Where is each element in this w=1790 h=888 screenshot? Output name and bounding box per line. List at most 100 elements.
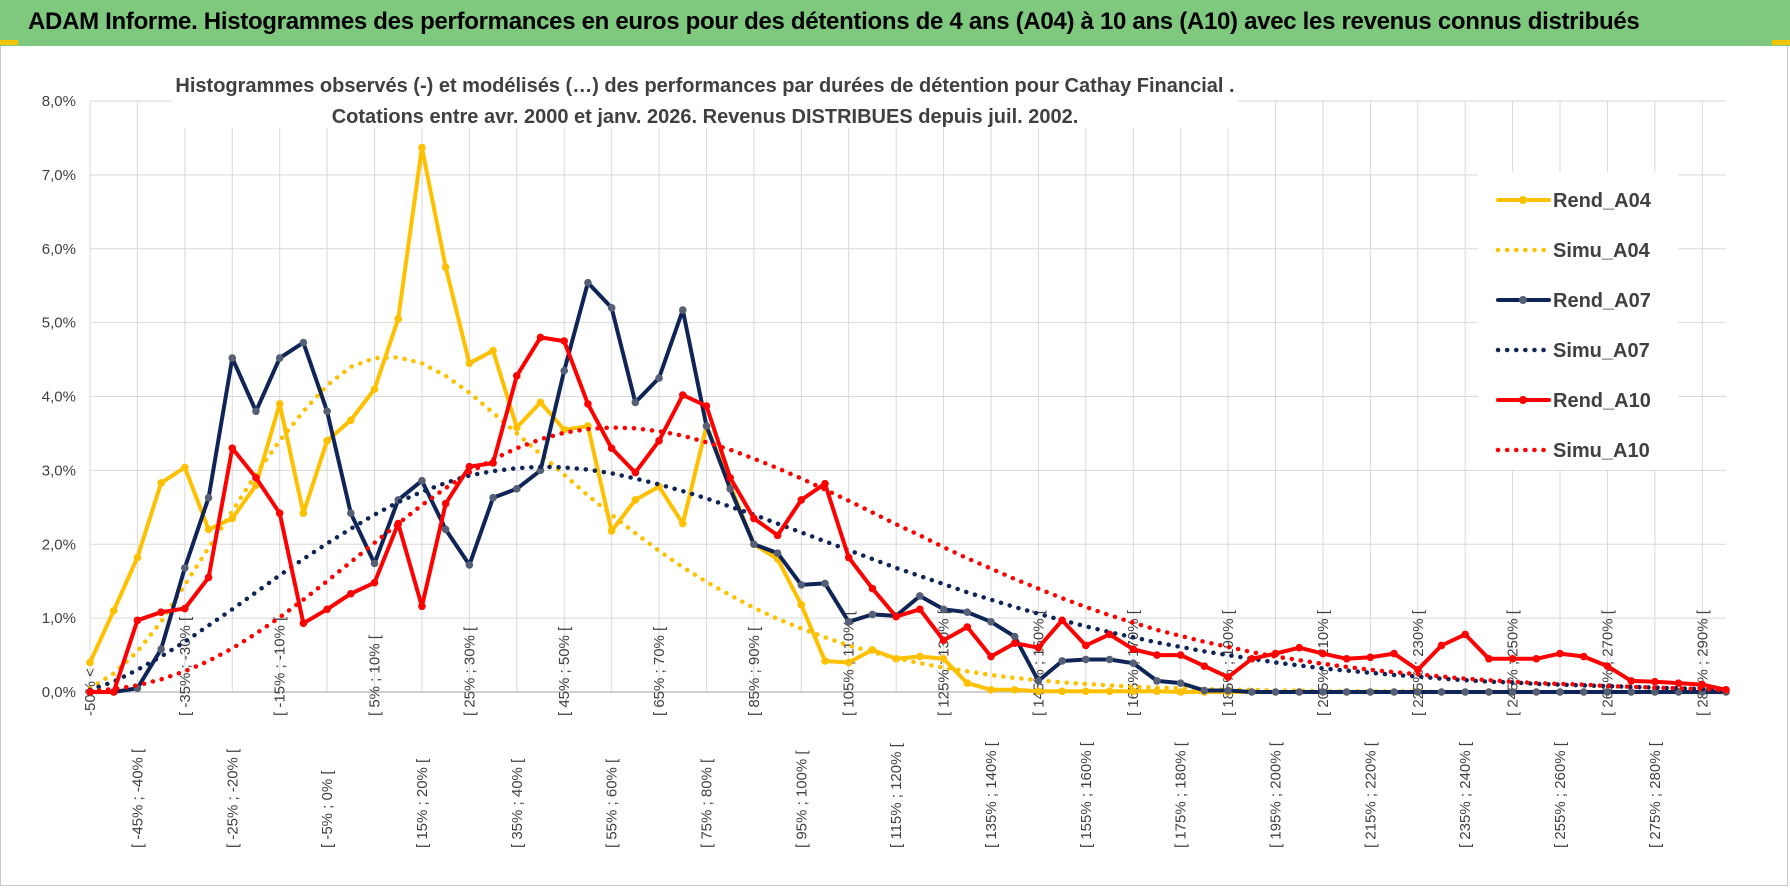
data-point bbox=[512, 485, 521, 493]
data-point bbox=[465, 561, 474, 569]
data-point bbox=[370, 385, 379, 393]
x-tick-label: [ 175% ; 180% [ bbox=[1173, 741, 1190, 848]
data-point bbox=[275, 400, 284, 408]
data-point bbox=[821, 479, 829, 488]
data-point bbox=[1034, 677, 1043, 685]
corner-marker-right bbox=[1772, 40, 1790, 45]
chart-title-group: Histogrammes observés (-) et modélisés (… bbox=[172, 68, 1238, 128]
data-point bbox=[678, 519, 687, 528]
data-point bbox=[1082, 655, 1090, 664]
data-point bbox=[1105, 630, 1114, 639]
data-point bbox=[1437, 641, 1446, 650]
data-point bbox=[275, 354, 284, 362]
data-point bbox=[228, 444, 237, 453]
y-tick-label: 2,0% bbox=[42, 536, 76, 553]
data-point bbox=[773, 549, 782, 557]
data-point bbox=[252, 473, 260, 482]
x-tick-label: [ 185% ; 190% [ bbox=[1220, 609, 1237, 716]
data-point bbox=[631, 468, 640, 477]
data-point bbox=[441, 263, 450, 272]
legend-marker bbox=[1519, 296, 1527, 304]
legend-item: Rend_A04 bbox=[1496, 190, 1652, 212]
data-point bbox=[323, 437, 331, 445]
x-tick-label: [ 5% ; 10% [ bbox=[367, 634, 384, 716]
data-point bbox=[1651, 688, 1659, 696]
data-point bbox=[797, 601, 806, 609]
data-point bbox=[1461, 688, 1469, 696]
y-tick-label: 7,0% bbox=[42, 167, 76, 184]
data-point bbox=[1508, 688, 1517, 696]
data-point bbox=[1485, 654, 1493, 663]
data-point bbox=[892, 612, 900, 621]
data-point bbox=[1579, 688, 1588, 696]
data-point bbox=[1698, 680, 1707, 689]
data-point bbox=[1271, 688, 1280, 696]
data-point bbox=[631, 398, 640, 407]
data-point bbox=[987, 652, 995, 661]
data-point bbox=[750, 540, 758, 549]
series-group bbox=[86, 143, 1730, 696]
data-point bbox=[1319, 688, 1327, 696]
data-point bbox=[963, 623, 972, 631]
data-point bbox=[1058, 687, 1066, 696]
data-point bbox=[1200, 686, 1209, 695]
data-point bbox=[726, 485, 734, 493]
x-tick-label: [ -5% ; 0% [ bbox=[319, 770, 336, 848]
data-point bbox=[228, 514, 237, 523]
data-point bbox=[1129, 645, 1138, 653]
legend-item: Simu_A04 bbox=[1495, 240, 1651, 262]
x-tick-label: [ -25% ; -20% [ bbox=[224, 748, 241, 848]
data-point bbox=[1532, 688, 1541, 696]
x-tick-label: [ 75% ; 80% [ bbox=[698, 758, 715, 848]
legend-label: Rend_A07 bbox=[1553, 290, 1651, 312]
series-line bbox=[88, 280, 1728, 694]
x-tick-label: [ 195% ; 200% [ bbox=[1268, 741, 1285, 848]
legend-label: Simu_A07 bbox=[1553, 340, 1650, 362]
data-point bbox=[939, 654, 948, 663]
data-point bbox=[181, 564, 189, 572]
page-title: ADAM Informe. Histogrammes des performan… bbox=[28, 8, 1640, 35]
data-point bbox=[204, 573, 213, 582]
x-tick-label: [ 25% ; 30% [ bbox=[461, 626, 478, 716]
data-point bbox=[1153, 677, 1161, 685]
data-point bbox=[299, 338, 308, 347]
data-point bbox=[916, 605, 924, 614]
data-point bbox=[607, 444, 616, 453]
data-point bbox=[1105, 655, 1114, 664]
data-point bbox=[1129, 687, 1138, 696]
data-point bbox=[1058, 616, 1066, 625]
data-point bbox=[347, 509, 355, 518]
data-point bbox=[678, 306, 687, 314]
y-tick-label: 3,0% bbox=[42, 462, 76, 479]
data-point bbox=[1295, 688, 1304, 696]
chart-title-line-2: Cotations entre avr. 2000 et janv. 2026.… bbox=[332, 106, 1079, 128]
data-point bbox=[1129, 659, 1138, 667]
data-point bbox=[1010, 632, 1019, 641]
data-point bbox=[1461, 630, 1469, 639]
series-line bbox=[88, 335, 1728, 694]
y-tick-label: 5,0% bbox=[42, 315, 76, 332]
data-point bbox=[323, 605, 331, 614]
data-point bbox=[1722, 685, 1730, 694]
data-point bbox=[489, 493, 497, 502]
data-point bbox=[584, 278, 592, 287]
legend-label: Rend_A10 bbox=[1553, 390, 1651, 412]
data-point bbox=[465, 462, 474, 471]
data-point bbox=[512, 372, 521, 380]
data-point bbox=[1295, 643, 1304, 652]
y-tick-label: 1,0% bbox=[42, 610, 76, 627]
legend-item: Rend_A07 bbox=[1496, 290, 1651, 312]
data-point bbox=[655, 374, 663, 382]
data-point bbox=[86, 658, 94, 667]
x-tick-label: [ 65% ; 70% [ bbox=[651, 626, 668, 716]
data-point bbox=[418, 143, 426, 152]
data-point bbox=[916, 592, 924, 600]
data-point bbox=[607, 304, 616, 312]
x-tick-label: [ 285% ; 290% [ bbox=[1694, 609, 1711, 716]
data-point bbox=[1176, 651, 1185, 659]
legend-label: Simu_A10 bbox=[1553, 440, 1650, 462]
chart-title-background bbox=[172, 68, 1238, 128]
data-point bbox=[1034, 643, 1043, 652]
data-point bbox=[1010, 639, 1019, 648]
